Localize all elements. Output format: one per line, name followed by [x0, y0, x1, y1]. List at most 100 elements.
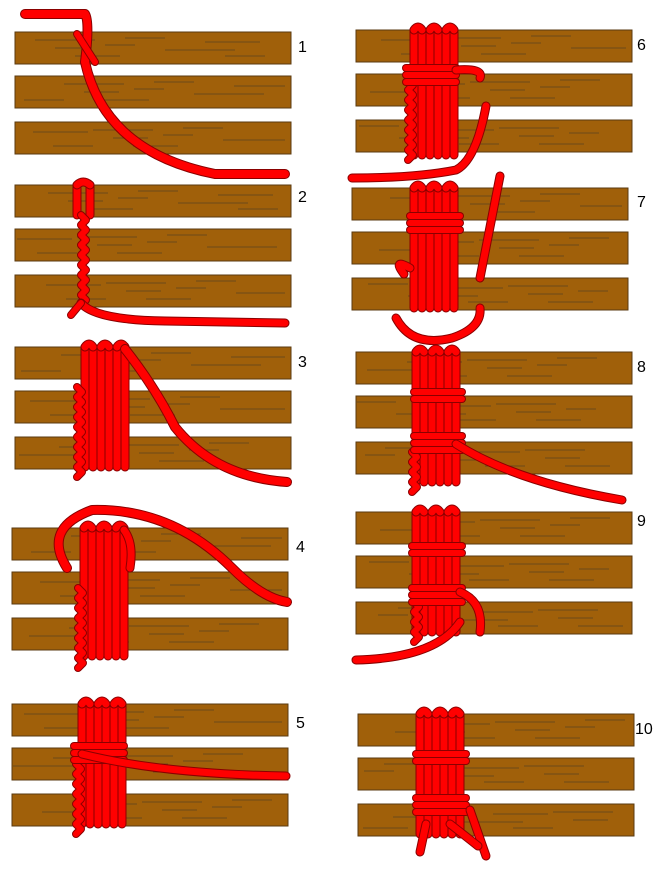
- wooden-plank: [355, 119, 633, 153]
- rope-segment: [392, 304, 484, 344]
- rope-illustration: [412, 706, 491, 861]
- rope-segment: [120, 526, 135, 572]
- rope-segment: [442, 181, 458, 192]
- wooden-plank: [355, 73, 633, 107]
- rope-illustration: [408, 344, 627, 505]
- wooden-plank: [14, 228, 292, 262]
- rope-loop-tops: [409, 22, 459, 35]
- rope-illustration: [351, 504, 486, 665]
- rope-loop-tops: [80, 339, 130, 352]
- rope-segment: [54, 505, 291, 606]
- rope-segment: [77, 299, 289, 327]
- rope-loop-tops: [411, 344, 461, 357]
- step-number-label: 3: [298, 354, 307, 371]
- rope-segment: [448, 707, 464, 718]
- rope-segment: [446, 820, 482, 850]
- rope-segment: [466, 806, 490, 860]
- rope-segment: [410, 181, 426, 192]
- rope-segment: [452, 66, 484, 82]
- rope-segment: [409, 449, 420, 495]
- step-number-label: 8: [637, 359, 646, 376]
- rope-segment: [412, 345, 428, 356]
- rope-segment: [110, 697, 126, 708]
- rope-illustration: [70, 696, 291, 838]
- rope-segment: [456, 588, 485, 636]
- rope-segment: [410, 23, 426, 34]
- step-number-label: 6: [637, 37, 646, 54]
- rope-segment: [348, 102, 490, 182]
- rope-segment: [21, 10, 289, 178]
- rope-illustration: [347, 22, 491, 183]
- rope-loop-tops: [411, 504, 461, 517]
- step-number-label: 5: [296, 715, 305, 732]
- rope-segment: [428, 345, 444, 356]
- wooden-plank: [355, 395, 633, 429]
- step-panel-2: 2: [14, 177, 307, 328]
- step-number-label: 4: [296, 539, 305, 556]
- rope-segment: [452, 440, 626, 504]
- rope-segment: [405, 77, 416, 163]
- rope-segment: [68, 300, 84, 318]
- rope-segment: [74, 384, 85, 480]
- rope-illustration: [73, 339, 292, 487]
- step-panel-3: 3: [14, 339, 307, 487]
- rope-segment: [78, 212, 89, 308]
- rope-segment: [412, 505, 428, 516]
- rope-segment: [97, 340, 113, 351]
- rope-illustration: [53, 504, 292, 672]
- rope-segment: [395, 260, 414, 278]
- wooden-plank: [14, 184, 292, 218]
- step-panel-8: 8: [355, 344, 646, 505]
- wooden-plank: [11, 793, 289, 827]
- rope-segment: [94, 697, 110, 708]
- rope-segment: [426, 23, 442, 34]
- rope-segment: [352, 618, 464, 664]
- wooden-plank: [355, 555, 633, 589]
- rope-segment: [75, 585, 86, 671]
- rope-illustration: [391, 171, 505, 345]
- step-panel-9: 9: [351, 504, 646, 665]
- step-number-label: 10: [635, 721, 653, 738]
- step-panel-5: 5: [11, 696, 305, 838]
- rope-segment: [78, 697, 94, 708]
- step-number-label: 1: [298, 39, 307, 56]
- step-panel-1: 1: [14, 9, 307, 179]
- step-number-label: 2: [298, 189, 307, 206]
- rope-segment: [74, 31, 98, 65]
- rope-segment: [416, 820, 430, 856]
- rope-segment: [442, 23, 458, 34]
- rope-segment: [73, 178, 94, 189]
- rope-segment: [428, 505, 444, 516]
- rope-segment: [81, 340, 97, 351]
- wooden-plank: [351, 277, 629, 311]
- rope-segment: [416, 707, 432, 718]
- wooden-plank: [14, 75, 292, 109]
- step-panel-4: 4: [11, 504, 305, 672]
- wooden-plank: [357, 713, 635, 747]
- step-number-label: 7: [637, 194, 646, 211]
- wood-grain: [46, 280, 285, 300]
- rope-segment: [411, 599, 422, 645]
- rope-loop-tops: [77, 696, 127, 709]
- rope-segment: [444, 505, 460, 516]
- wooden-plank: [11, 527, 289, 561]
- step-panel-6: 6: [347, 22, 646, 183]
- rope-segment: [96, 521, 112, 532]
- rope-loop-tops: [415, 706, 465, 719]
- rope-loop-tops: [79, 520, 129, 533]
- rope-segment: [426, 181, 442, 192]
- wooden-plank: [355, 511, 633, 545]
- step-number-label: 9: [637, 513, 646, 530]
- step-panel-7: 7: [351, 171, 646, 345]
- rope-segment: [432, 707, 448, 718]
- wooden-plank: [11, 703, 289, 737]
- rope-segment: [476, 172, 504, 282]
- rope-segment: [78, 750, 290, 780]
- step-panel-10: 10: [357, 706, 653, 861]
- wooden-plank: [355, 441, 633, 475]
- wooden-plank: [357, 757, 635, 791]
- rope-segment: [121, 345, 291, 486]
- rope-segment: [80, 521, 96, 532]
- wooden-plank: [14, 346, 292, 380]
- rope-segment: [73, 751, 84, 837]
